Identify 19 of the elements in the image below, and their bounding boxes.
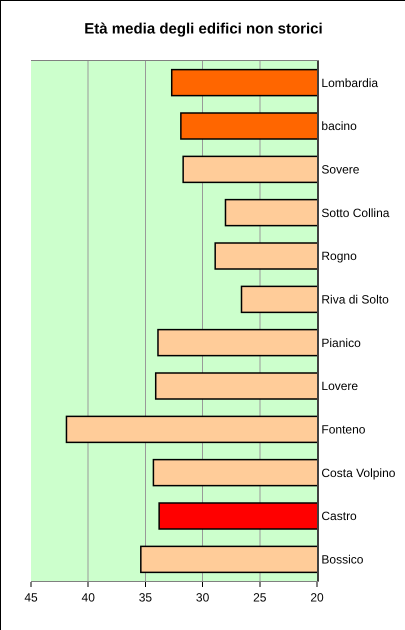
y-tick-label: Lovere (321, 379, 358, 394)
y-tick-label: bacino (321, 119, 358, 134)
y-tick-label: Rogno (321, 249, 358, 264)
chart-title: Età media degli edifici non storici (84, 20, 323, 38)
x-tick-label: 25 (253, 590, 267, 604)
y-tick-label: Pianico (321, 336, 362, 350)
x-tick-label: 40 (82, 590, 96, 604)
x-tick-label: 45 (24, 590, 38, 604)
y-tick-label: Costa Volpino (321, 466, 396, 480)
x-tick-label: 20 (310, 590, 324, 604)
y-tick-label: Fonteno (321, 422, 366, 437)
y-tick-label: Sotto Collina (321, 206, 390, 220)
y-tick-label: Riva di Solto (321, 292, 390, 307)
y-tick-label: Castro (321, 509, 358, 524)
x-tick-label: 30 (196, 590, 210, 604)
y-tick-label: Lombardia (321, 76, 378, 90)
y-tick-label: Bossico (321, 552, 364, 567)
x-tick-label: 35 (138, 590, 152, 604)
y-tick-label: Sovere (321, 162, 360, 177)
